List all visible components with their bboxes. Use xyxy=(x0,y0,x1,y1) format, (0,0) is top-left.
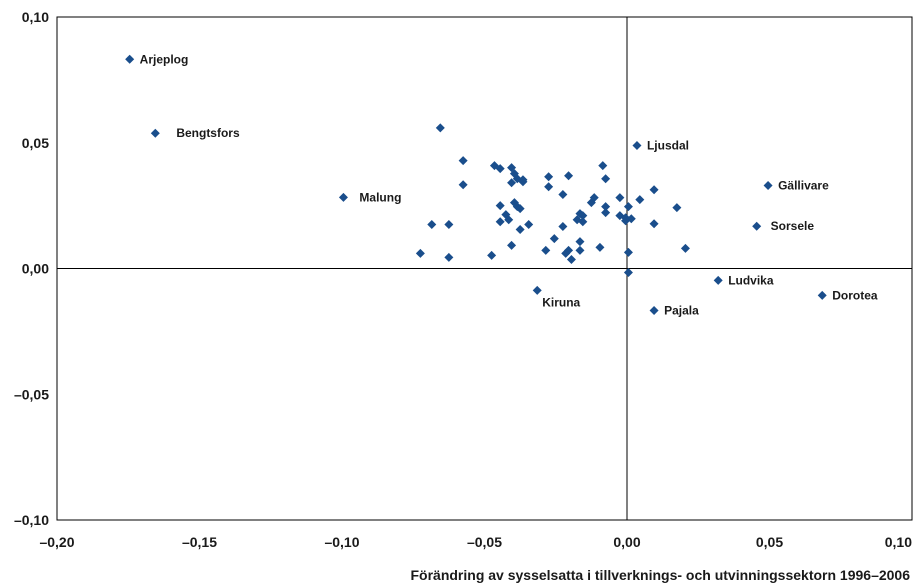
point-label-ludvika: Ludvika xyxy=(728,273,774,287)
point-label-pajala: Pajala xyxy=(664,304,699,318)
x-tick-label: –0,15 xyxy=(182,534,217,550)
data-point xyxy=(458,156,468,166)
data-point xyxy=(623,202,633,212)
data-point xyxy=(615,193,625,203)
data-point-bengtsfors xyxy=(150,128,160,138)
data-point xyxy=(649,219,659,229)
data-point xyxy=(558,221,568,231)
point-label-ljusdal: Ljusdal xyxy=(647,139,689,153)
y-tick-label: –0,10 xyxy=(14,512,49,528)
data-point xyxy=(444,219,454,229)
data-point xyxy=(544,182,554,192)
data-point xyxy=(507,178,517,188)
x-tick-label: 0,00 xyxy=(613,534,640,550)
data-point xyxy=(601,202,611,212)
x-tick-label: –0,10 xyxy=(324,534,359,550)
data-point xyxy=(518,177,528,187)
data-point xyxy=(601,174,611,184)
x-axis-title: Förändring av sysselsatta i tillverkning… xyxy=(410,567,910,583)
data-point-dorotea xyxy=(817,290,827,300)
data-point xyxy=(626,214,636,224)
data-point xyxy=(415,248,425,258)
x-tick-label: –0,05 xyxy=(467,534,502,550)
data-point xyxy=(427,219,437,229)
data-point xyxy=(672,203,682,213)
data-point xyxy=(495,217,505,227)
y-axis-tick-labels: 0,10 0,05 0,00 –0,05 –0,10 xyxy=(14,9,49,528)
data-point xyxy=(623,247,633,257)
data-point xyxy=(495,164,505,174)
data-point xyxy=(575,237,585,247)
data-point xyxy=(649,185,659,195)
data-point xyxy=(495,201,505,211)
point-label-kiruna: Kiruna xyxy=(542,295,580,309)
data-point xyxy=(578,211,588,221)
data-point xyxy=(515,204,525,214)
data-point xyxy=(487,250,497,260)
x-tick-label: 0,10 xyxy=(885,534,912,550)
data-point-pajala xyxy=(649,306,659,316)
data-point xyxy=(623,268,633,278)
data-point xyxy=(524,219,534,229)
data-point xyxy=(564,171,574,181)
data-point xyxy=(601,208,611,218)
y-tick-label: –0,05 xyxy=(14,386,49,402)
y-tick-label: 0,10 xyxy=(22,9,49,25)
data-point xyxy=(598,161,608,171)
data-point xyxy=(564,245,574,255)
data-point xyxy=(575,245,585,255)
x-axis-tick-labels: –0,20 –0,15 –0,10 –0,05 0,00 0,05 0,10 xyxy=(39,534,912,550)
data-point xyxy=(589,193,599,203)
data-point xyxy=(504,215,514,225)
data-point xyxy=(515,225,525,235)
data-point xyxy=(544,172,554,182)
data-point xyxy=(444,252,454,262)
data-point-sorsele xyxy=(752,221,762,231)
data-point xyxy=(595,242,605,252)
point-label-gallivare: Gällivare xyxy=(778,179,829,193)
point-label-dorotea: Dorotea xyxy=(832,288,878,302)
point-label-malung: Malung xyxy=(359,190,401,204)
data-point xyxy=(635,195,645,205)
data-point-ljusdal xyxy=(632,141,642,151)
data-point xyxy=(680,243,690,253)
x-tick-label: –0,20 xyxy=(39,534,74,550)
data-point xyxy=(566,254,576,264)
data-point xyxy=(578,217,588,227)
point-label-bengtsfors: Bengtsfors xyxy=(176,126,240,140)
point-label-sorsele: Sorsele xyxy=(771,219,815,233)
data-point-kiruna xyxy=(532,285,542,295)
y-tick-label: 0,00 xyxy=(22,261,49,277)
data-point-malung xyxy=(338,192,348,202)
data-point xyxy=(435,123,445,133)
data-point xyxy=(507,240,517,250)
data-point-arjeplog xyxy=(125,54,135,64)
data-point xyxy=(458,180,468,190)
data-point-gallivare xyxy=(763,181,773,191)
x-tick-label: 0,05 xyxy=(756,534,783,550)
point-labels: Arjeplog Bengtsfors Malung Ljusdal Gällivare… xyxy=(140,52,878,317)
data-point xyxy=(549,234,559,244)
point-label-arjeplog: Arjeplog xyxy=(140,52,189,66)
y-tick-label: 0,05 xyxy=(22,135,49,151)
data-points xyxy=(125,54,827,316)
data-point xyxy=(558,190,568,200)
data-point-ludvika xyxy=(713,275,723,285)
data-point xyxy=(541,245,551,255)
